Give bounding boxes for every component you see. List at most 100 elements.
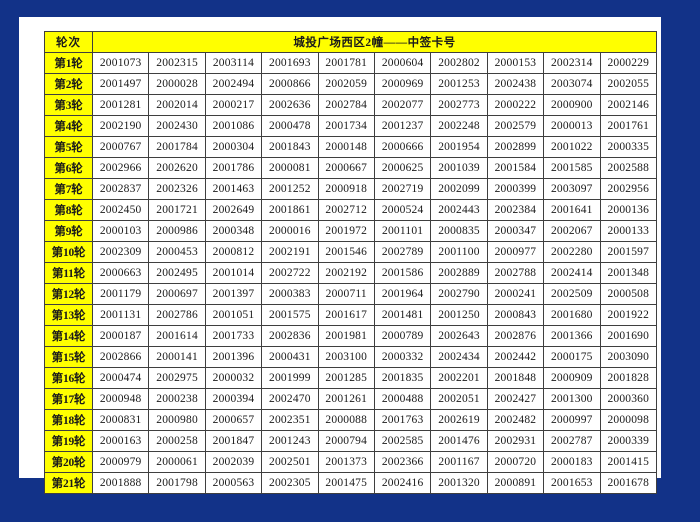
round-label: 第10轮 [44, 241, 93, 263]
winning-number-cell: 2000335 [599, 136, 658, 158]
table-row: 第18轮 2000831 2000980 2000657 2002351 2000088 2… [44, 409, 658, 431]
winning-number-cell: 2002956 [599, 178, 658, 200]
winning-number-cell: 2002620 [148, 157, 206, 179]
winning-number-cell: 2001972 [317, 220, 375, 242]
round-label: 第9轮 [44, 220, 93, 242]
winning-number-cell: 2000711 [317, 283, 375, 305]
winning-number-cell: 2002434 [430, 346, 488, 368]
winning-number-cell: 2002866 [91, 346, 150, 368]
winning-number-cell: 2002351 [261, 409, 319, 431]
winning-number-cell: 2001734 [317, 115, 375, 137]
table-row: 第14轮 2000187 2001614 2001733 2002836 2001981 2… [44, 325, 658, 347]
winning-number-cell: 2002837 [91, 178, 150, 200]
winning-number-cell: 2001999 [261, 367, 319, 389]
winning-number-cell: 2000229 [599, 52, 658, 74]
winning-number-cell: 2001828 [599, 367, 658, 389]
winning-number-cell: 2002784 [317, 94, 375, 116]
winning-number-cell: 2002384 [486, 199, 545, 221]
winning-number-cell: 2000909 [543, 367, 601, 389]
winning-number-cell: 2002966 [91, 157, 150, 179]
winning-number-cell: 2000339 [599, 430, 658, 452]
winning-number-cell: 2002787 [543, 430, 601, 452]
table-title: 城投广场西区2幢——中签卡号 [91, 31, 658, 53]
winning-number-cell: 2000183 [543, 451, 601, 473]
winning-number-cell: 2002649 [204, 199, 263, 221]
winning-number-cell: 2001781 [317, 52, 375, 74]
winning-number-cell: 2001476 [430, 430, 488, 452]
winning-number-cell: 2000524 [373, 199, 432, 221]
winning-number-cell: 2002191 [261, 241, 319, 263]
winning-number-cell: 2000997 [543, 409, 601, 431]
winning-number-cell: 2002427 [486, 388, 545, 410]
winning-number-cell: 2002430 [148, 115, 206, 137]
winning-number-cell: 2002443 [430, 199, 488, 221]
winning-number-cell: 2001680 [543, 304, 601, 326]
winning-number-cell: 2000061 [148, 451, 206, 473]
round-label: 第8轮 [44, 199, 93, 221]
winning-number-cell: 2000348 [204, 220, 263, 242]
winning-number-cell: 2002067 [543, 220, 601, 242]
winning-number-cell: 2002442 [486, 346, 545, 368]
winning-number-cell: 2000332 [373, 346, 432, 368]
winning-number-cell: 2000667 [317, 157, 375, 179]
document-sheet: 轮次 城投广场西区2幢——中签卡号 第1轮 2001073 2002315 2003114… [19, 17, 661, 494]
winning-number-cell: 2000980 [148, 409, 206, 431]
winning-number-cell: 2000148 [317, 136, 375, 158]
winning-number-cell: 2000789 [373, 325, 432, 347]
winning-number-cell: 2002470 [261, 388, 319, 410]
round-label: 第1轮 [44, 52, 93, 74]
winning-number-cell: 2001373 [317, 451, 375, 473]
winning-number-cell: 2001252 [261, 178, 319, 200]
round-label: 第12轮 [44, 283, 93, 305]
winning-number-cell: 2000835 [430, 220, 488, 242]
winning-number-cell: 2001584 [486, 157, 545, 179]
winning-number-cell: 2002326 [148, 178, 206, 200]
winning-number-cell: 2000663 [91, 262, 150, 284]
winning-number-cell: 2001320 [430, 472, 488, 494]
winning-number-cell: 2001861 [261, 199, 319, 221]
table-row: 第20轮 2000979 2000061 2002039 2002501 2001373 2… [44, 451, 658, 473]
winning-number-cell: 2000986 [148, 220, 206, 242]
winning-number-cell: 2002450 [91, 199, 150, 221]
table-row: 第10轮 2002309 2000453 2000812 2002191 2001546 2… [44, 241, 658, 263]
winning-number-cell: 2001039 [430, 157, 488, 179]
winning-number-cell: 2001693 [261, 52, 319, 74]
winning-number-cell: 2002309 [91, 241, 150, 263]
round-label: 第15轮 [44, 346, 93, 368]
winning-number-cell: 2002014 [148, 94, 206, 116]
winning-number-cell: 2001614 [148, 325, 206, 347]
winning-number-cell: 2001964 [373, 283, 432, 305]
winning-number-cell: 2001763 [373, 409, 432, 431]
winning-number-cell: 2002836 [261, 325, 319, 347]
winning-number-cell: 2001954 [430, 136, 488, 158]
winning-number-cell: 2002889 [430, 262, 488, 284]
winning-number-cell: 2000238 [148, 388, 206, 410]
winning-number-cell: 2003090 [599, 346, 658, 368]
winning-number-cell: 2002636 [261, 94, 319, 116]
table-row: 第8轮 2002450 2001721 2002649 2001861 2002712 20… [44, 199, 658, 221]
round-label: 第19轮 [44, 430, 93, 452]
winning-number-cell: 2000697 [148, 283, 206, 305]
winning-number-cell: 2001100 [430, 241, 488, 263]
winning-number-cell: 2001546 [317, 241, 375, 263]
winning-number-cell: 2001022 [543, 136, 601, 158]
table-row: 第17轮 2000948 2000238 2000394 2002470 2001261 2… [44, 388, 658, 410]
winning-number-cell: 2000399 [486, 178, 545, 200]
table-row: 第21轮 2001888 2001798 2000563 2002305 2001475 2… [44, 472, 658, 494]
winning-number-cell: 2002931 [486, 430, 545, 452]
winning-number-cell: 2001798 [148, 472, 206, 494]
winning-number-cell: 2001250 [430, 304, 488, 326]
winning-number-cell: 2002414 [543, 262, 601, 284]
table-row: 第11轮 2000663 2002495 2001014 2002722 2002192 2… [44, 262, 658, 284]
winning-number-cell: 2002786 [148, 304, 206, 326]
winning-number-cell: 2002494 [204, 73, 263, 95]
lottery-results-table: 轮次 城投广场西区2幢——中签卡号 第1轮 2001073 2002315 2003114… [44, 31, 658, 494]
winning-number-cell: 2001843 [261, 136, 319, 158]
table-row: 第13轮 2001131 2002786 2001051 2001575 2001617 2… [44, 304, 658, 326]
winning-number-cell: 2002495 [148, 262, 206, 284]
winning-number-cell: 2000666 [373, 136, 432, 158]
winning-number-cell: 2000013 [543, 115, 601, 137]
winning-number-cell: 2000133 [599, 220, 658, 242]
winning-number-cell: 2000383 [261, 283, 319, 305]
winning-number-cell: 2001261 [317, 388, 375, 410]
